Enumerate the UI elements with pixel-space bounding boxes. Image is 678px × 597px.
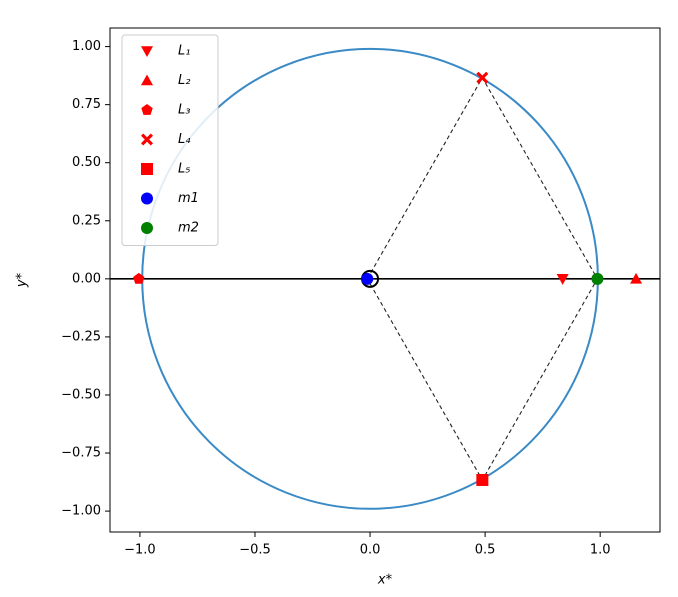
x-tick-label: −0.5 xyxy=(239,543,271,558)
y-tick-label: 0.75 xyxy=(72,97,101,112)
legend-label: L₄ xyxy=(178,132,191,147)
marker xyxy=(361,272,374,285)
y-tick-label: −0.75 xyxy=(61,446,101,461)
legend-marker xyxy=(141,46,153,57)
legend-marker xyxy=(141,163,153,175)
marker xyxy=(556,274,569,285)
legend-marker xyxy=(141,104,153,115)
plot-area xyxy=(110,47,660,510)
x-tick-label: 0.0 xyxy=(360,543,381,558)
legend-label: m1 xyxy=(178,191,199,206)
y-tick-label: 0.25 xyxy=(72,213,101,228)
legend-marker xyxy=(141,192,153,205)
plot-frame xyxy=(109,27,661,533)
y-tick-label: −1.00 xyxy=(61,504,101,519)
legend-label: L₃ xyxy=(178,103,190,118)
y-tick-label: 1.00 xyxy=(72,39,101,54)
legend-marker xyxy=(141,222,153,234)
x-tick-label: −1.0 xyxy=(124,543,156,558)
legend-label: L₁ xyxy=(178,44,190,59)
legend-label: L₂ xyxy=(178,73,190,88)
marker xyxy=(630,272,643,284)
marker xyxy=(133,272,145,284)
x-tick-label: 1.0 xyxy=(590,543,611,558)
y-tick-label: 0.00 xyxy=(72,271,101,286)
marker xyxy=(476,71,489,84)
y-tick-label: −0.50 xyxy=(61,387,101,402)
legend-label: L₅ xyxy=(178,162,190,177)
legend-marker xyxy=(141,74,153,86)
legend-label: m2 xyxy=(178,221,199,236)
x-tick-label: 0.5 xyxy=(475,543,496,558)
legend-box xyxy=(121,34,219,246)
x-axis-label: x* xyxy=(377,573,393,588)
marker xyxy=(476,473,489,486)
y-axis-label: y* xyxy=(15,272,30,288)
marker xyxy=(591,272,604,285)
y-tick-label: −0.25 xyxy=(61,329,101,344)
legend-marker xyxy=(141,133,153,146)
y-tick-label: 0.50 xyxy=(72,155,101,170)
